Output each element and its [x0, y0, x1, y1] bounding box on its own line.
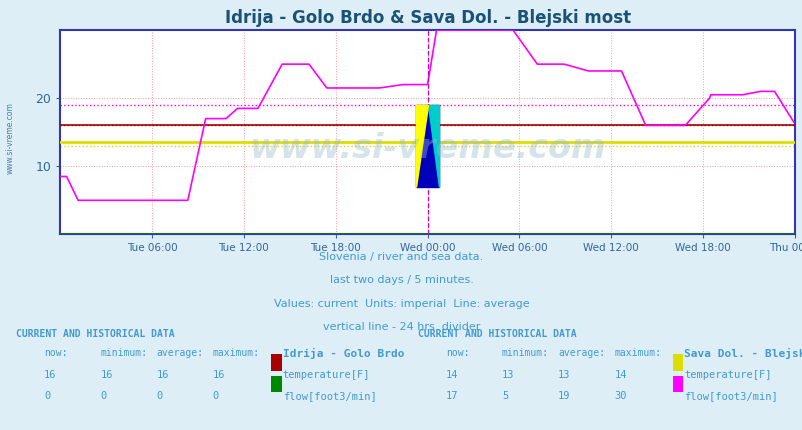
Text: flow[foot3/min]: flow[foot3/min]	[282, 391, 376, 401]
Text: 13: 13	[501, 370, 514, 380]
Text: Values: current  Units: imperial  Line: average: Values: current Units: imperial Line: av…	[273, 299, 529, 309]
Text: 16: 16	[213, 370, 225, 380]
Text: temperature[F]: temperature[F]	[282, 370, 370, 380]
Text: www.si-vreme.com: www.si-vreme.com	[6, 101, 15, 174]
Text: CURRENT AND HISTORICAL DATA: CURRENT AND HISTORICAL DATA	[417, 329, 576, 339]
Text: 16: 16	[156, 370, 169, 380]
Text: 13: 13	[557, 370, 570, 380]
Bar	[415, 105, 439, 187]
Text: Sava Dol. - Blejski most: Sava Dol. - Blejski most	[683, 348, 802, 359]
Title: Idrija - Golo Brdo & Sava Dol. - Blejski most: Idrija - Golo Brdo & Sava Dol. - Blejski…	[225, 9, 630, 27]
Text: 16: 16	[44, 370, 57, 380]
Text: now:: now:	[445, 348, 468, 358]
Text: 17: 17	[445, 391, 458, 401]
Text: minimum:: minimum:	[501, 348, 549, 358]
Text: 14: 14	[445, 370, 458, 380]
Text: now:: now:	[44, 348, 67, 358]
Text: Slovenia / river and sea data.: Slovenia / river and sea data.	[319, 252, 483, 261]
Text: 30: 30	[614, 391, 626, 401]
Text: 0: 0	[213, 391, 219, 401]
Text: vertical line - 24 hrs  divider: vertical line - 24 hrs divider	[322, 322, 480, 332]
Text: CURRENT AND HISTORICAL DATA: CURRENT AND HISTORICAL DATA	[16, 329, 175, 339]
Text: 0: 0	[100, 391, 107, 401]
Text: maximum:: maximum:	[614, 348, 661, 358]
Text: temperature[F]: temperature[F]	[683, 370, 771, 380]
Text: flow[foot3/min]: flow[foot3/min]	[683, 391, 777, 401]
Polygon shape	[415, 105, 427, 187]
Text: 5: 5	[501, 391, 508, 401]
Text: www.si-vreme.com: www.si-vreme.com	[249, 132, 606, 165]
Text: 16: 16	[100, 370, 113, 380]
Text: 0: 0	[156, 391, 163, 401]
Text: 19: 19	[557, 391, 570, 401]
Text: Idrija - Golo Brdo: Idrija - Golo Brdo	[282, 348, 403, 359]
Text: 14: 14	[614, 370, 626, 380]
Text: 0: 0	[44, 391, 51, 401]
Text: average:: average:	[156, 348, 204, 358]
Text: average:: average:	[557, 348, 605, 358]
Polygon shape	[427, 105, 439, 187]
Text: last two days / 5 minutes.: last two days / 5 minutes.	[329, 275, 473, 285]
Text: maximum:: maximum:	[213, 348, 260, 358]
Text: minimum:: minimum:	[100, 348, 148, 358]
